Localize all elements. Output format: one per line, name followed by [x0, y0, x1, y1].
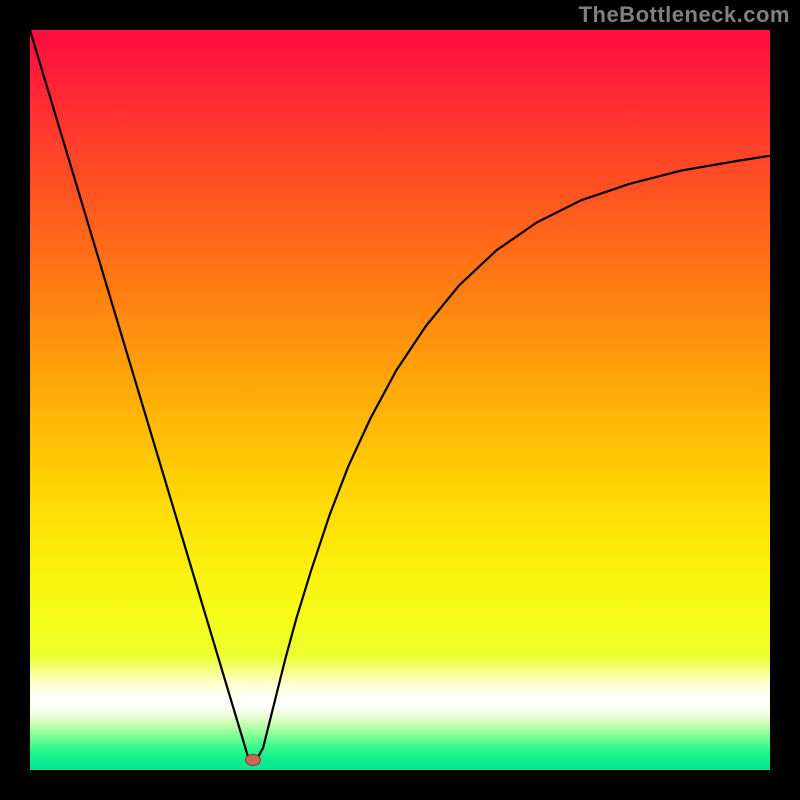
watermark-text: TheBottleneck.com [579, 2, 790, 28]
optimum-marker [245, 754, 261, 766]
plot-area [30, 30, 770, 770]
curve-path [30, 30, 770, 760]
chart-frame: TheBottleneck.com [0, 0, 800, 800]
bottleneck-curve [30, 30, 770, 770]
